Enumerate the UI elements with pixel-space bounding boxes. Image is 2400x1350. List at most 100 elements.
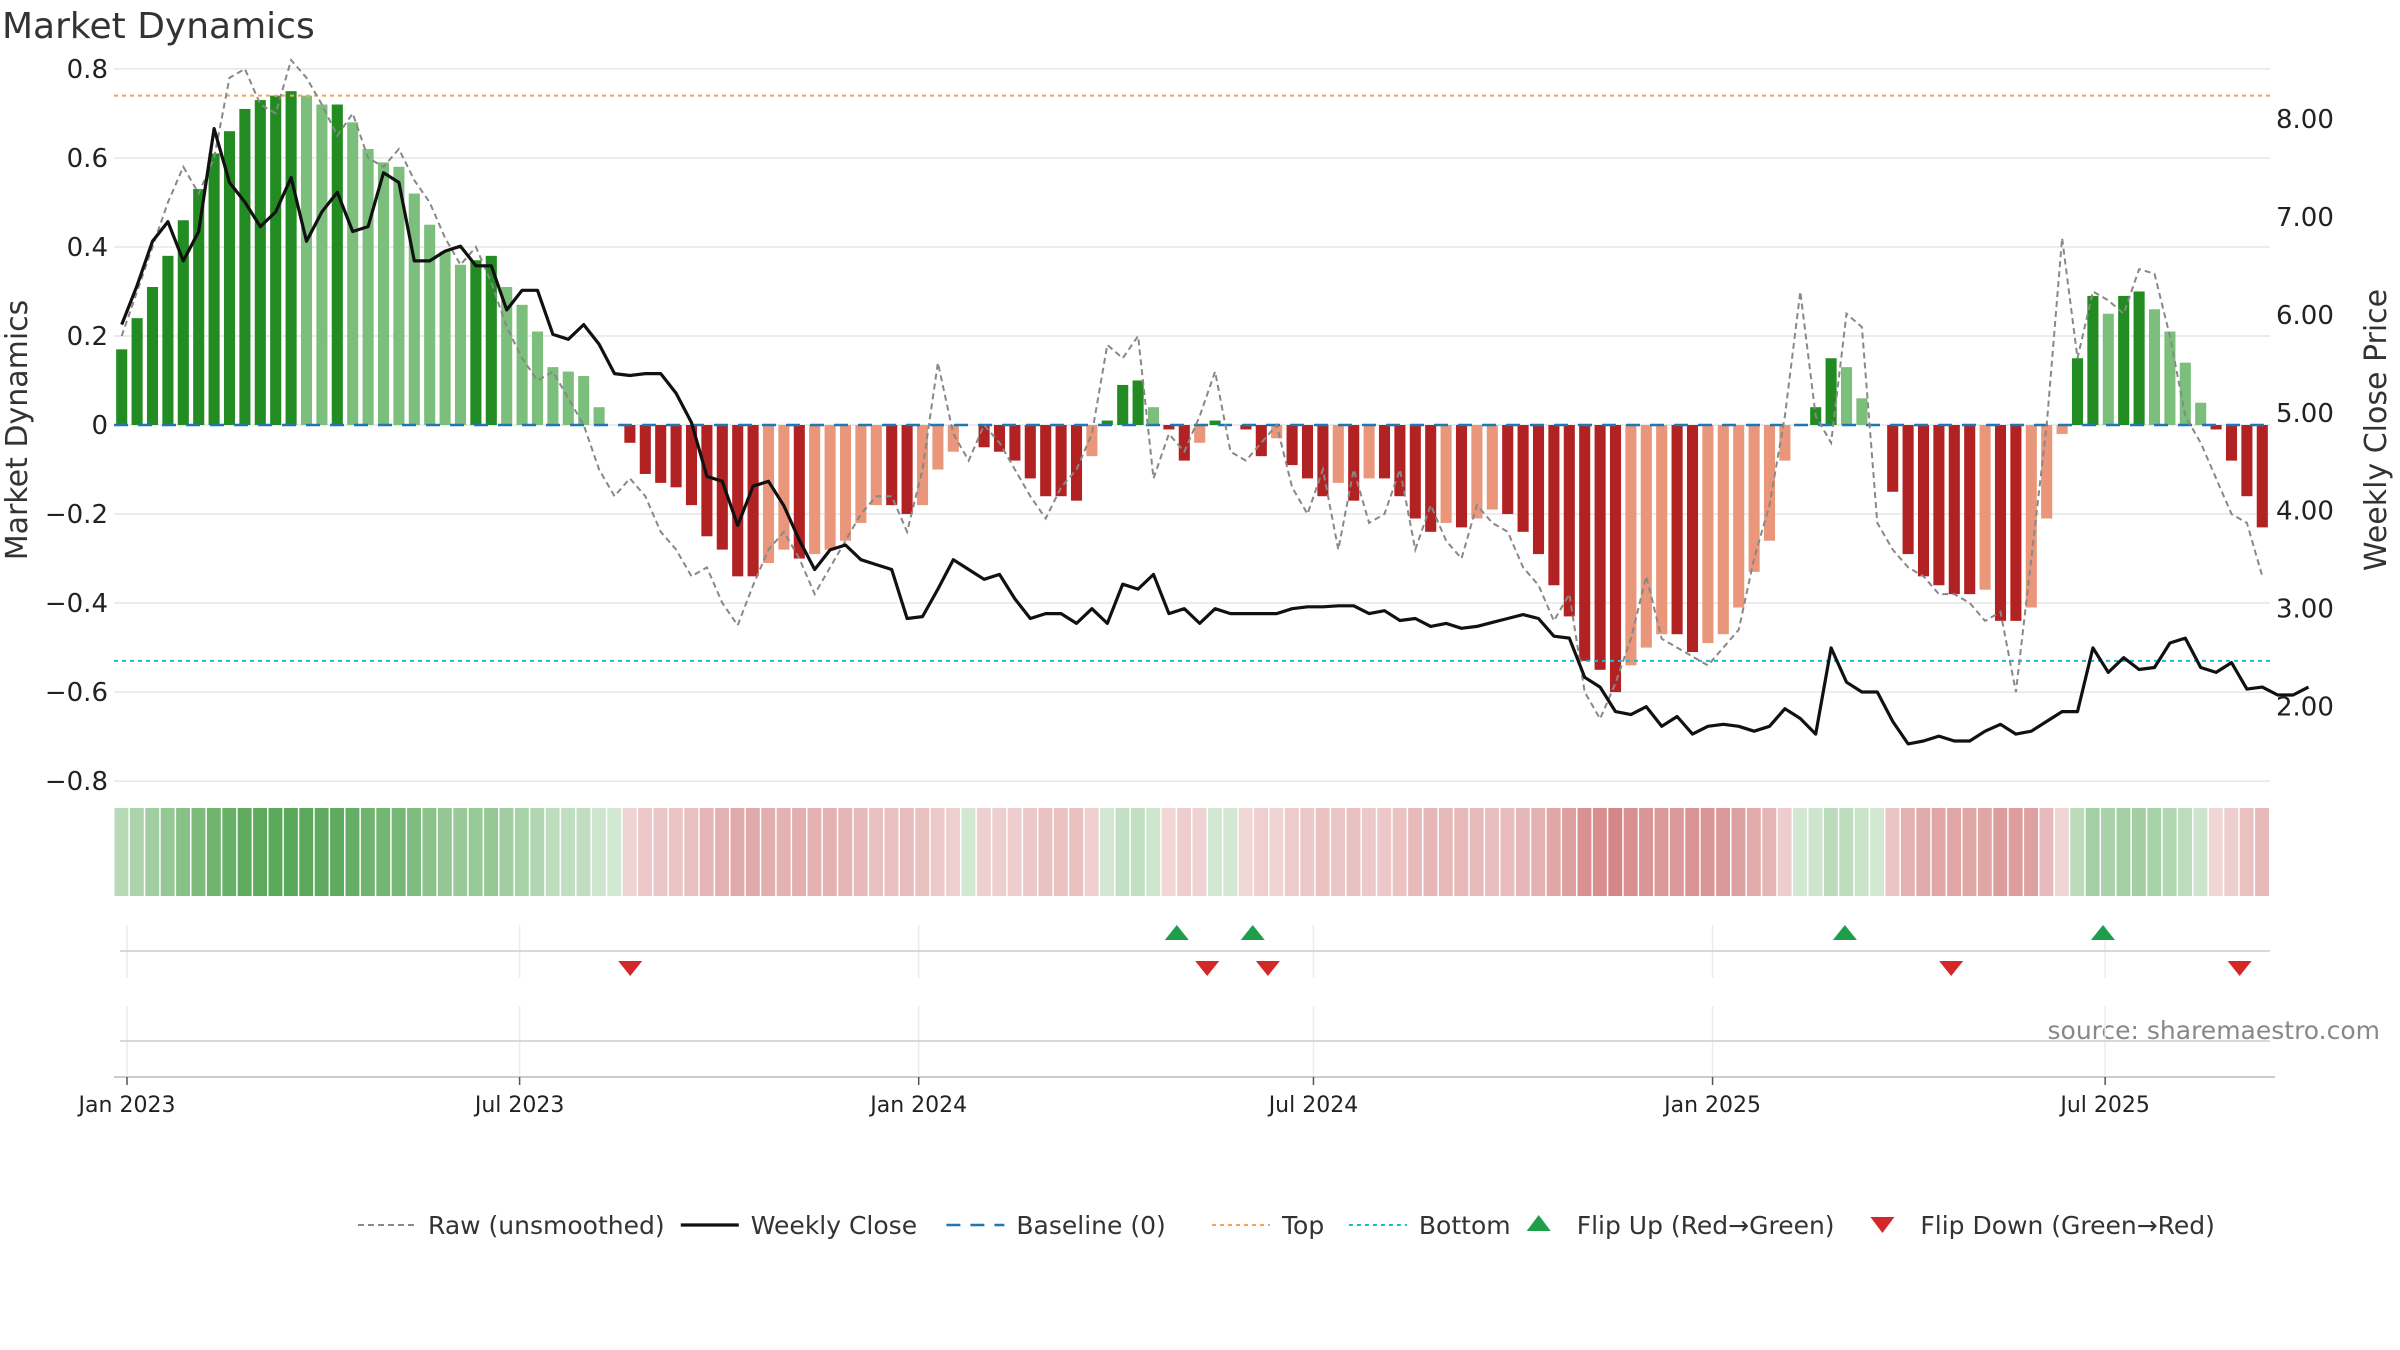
heat-strip-cell (1962, 808, 1977, 896)
dynamics-bar (1532, 425, 1545, 555)
dynamics-bar (685, 425, 698, 506)
heat-strip-cell (576, 808, 591, 896)
heat-strip-cell (2208, 808, 2223, 896)
dynamics-bar (1887, 425, 1899, 492)
heat-strip-cell (160, 808, 175, 896)
heat-strip-cell (1793, 808, 1807, 896)
flip-down-marker (2227, 961, 2252, 976)
heat-strip-cell (1531, 808, 1546, 896)
dynamics-bar (501, 287, 513, 425)
heat-strip-cell (1177, 808, 1191, 896)
heat-strip-cell (360, 808, 375, 896)
flip-down-marker (1939, 961, 1964, 976)
dynamics-bar (1733, 425, 1745, 608)
dynamics-bar (1455, 425, 1468, 528)
heat-strip-cell (2239, 808, 2254, 896)
dynamics-bar (424, 224, 436, 425)
heat-strip-cell (391, 808, 406, 896)
heat-strip-cell (1315, 808, 1330, 896)
heat-strip-cell (530, 808, 545, 896)
heat-strip-cell (1685, 808, 1700, 896)
y-tick-label: −0.2 (45, 500, 108, 530)
dynamics-bar (670, 425, 682, 488)
heat-strip-cell (853, 808, 868, 896)
dynamics-bar (270, 95, 282, 426)
dynamics-bar (2241, 425, 2253, 497)
heat-strip-cell (1084, 808, 1099, 896)
dynamics-bar (2056, 425, 2068, 434)
y2-axis-label: Weekly Close Price (2359, 289, 2394, 571)
x-tick-label: Jul 2024 (1267, 1093, 1359, 1118)
heat-strip-cell (314, 808, 329, 896)
heat-strip-cell (2054, 808, 2069, 896)
weekly-close-line (120, 127, 2310, 746)
dynamics-bar (1271, 425, 1283, 439)
heat-strip-cell (668, 808, 683, 896)
dynamics-bar (1163, 425, 1175, 430)
heat-strip-cell (1346, 808, 1361, 896)
dynamics-bar (1332, 425, 1344, 483)
y-tick-label: 0.8 (67, 55, 108, 85)
heat-strip-cell (453, 808, 468, 896)
heat-strip-cell (1284, 808, 1299, 896)
heat-strip-cell (376, 808, 391, 896)
x-tick-label: Jan 2024 (868, 1093, 967, 1118)
dynamics-bar (2025, 425, 2037, 608)
dynamics-bar (1348, 425, 1360, 501)
dynamics-bar (1301, 425, 1314, 479)
dynamics-bar (1994, 425, 2007, 621)
x-axis-ticks: Jan 2023 Jul 2023 Jan 2024 Jul 2024 Jan 2025… (77, 1077, 2150, 1118)
dynamics-bar (470, 260, 482, 425)
heat-strip-cell (946, 808, 960, 896)
dynamics-bar (1964, 425, 1976, 595)
heat-strip-cell (1716, 808, 1730, 896)
source-label: source: sharemaestro.com (2048, 1016, 2381, 1045)
heat-strip-cell (222, 808, 237, 896)
heat-strip-cell (1361, 808, 1376, 896)
flip-down-marker (1195, 961, 1220, 976)
heat-strip-cell (992, 808, 1007, 896)
heat-strip-cell (1562, 808, 1576, 896)
heat-strip-cell (591, 808, 606, 896)
heat-strip-cell (237, 808, 252, 896)
dynamics-bar (1671, 425, 1683, 635)
dynamics-bar (747, 425, 759, 577)
heat-strip-cell (1639, 808, 1653, 896)
heat-strip-cell (1885, 808, 1900, 896)
heat-strip-cell (299, 808, 314, 896)
dynamics-bar (1070, 425, 1083, 501)
dynamics-bar (1840, 367, 1853, 425)
heat-strip-cell (1993, 808, 2008, 896)
line-series (114, 57, 2310, 746)
legend-item: Bottom (1348, 1211, 1511, 1240)
dynamics-bar (562, 371, 574, 425)
dynamics-bar (886, 425, 898, 506)
heat-strip-cell (1947, 808, 1961, 896)
dynamics-bar (1040, 425, 1052, 497)
heat-strip-cell (1854, 808, 1869, 896)
dynamics-bar (1656, 425, 1668, 635)
dynamics-bar (824, 425, 836, 550)
heat-strip-cell (1115, 808, 1130, 896)
dynamics-bar (1024, 425, 1036, 479)
heat-strip-cell (283, 808, 298, 896)
bar-series (116, 91, 2268, 693)
dynamics-bar (1409, 425, 1421, 519)
dynamics-bar (454, 264, 467, 425)
heat-strip-cell (1654, 808, 1669, 896)
dynamics-bar (1594, 425, 1606, 670)
dynamics-bar (701, 425, 713, 537)
heat-strip-cell (268, 808, 283, 896)
flip-down-marker (618, 961, 643, 976)
dynamics-bar (116, 349, 128, 425)
heat-strip-cell (2070, 808, 2085, 896)
dynamics-bar (1471, 425, 1483, 519)
dynamics-bar (1625, 425, 1637, 666)
legend-label: Weekly Close (751, 1211, 917, 1240)
dynamics-bar (377, 162, 390, 425)
dynamics-bar (993, 425, 1006, 452)
dynamics-bar (1486, 425, 1498, 510)
dynamics-bar (1240, 425, 1252, 430)
heat-strip-cell (407, 808, 421, 896)
